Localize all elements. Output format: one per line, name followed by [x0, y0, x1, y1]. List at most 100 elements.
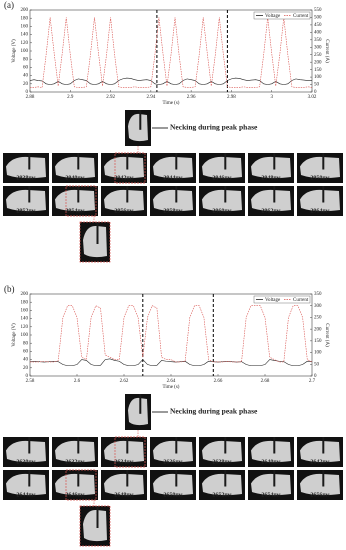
frame-label: 2944ms	[163, 175, 183, 181]
y-axis-title: Voltage (V)	[12, 39, 17, 63]
y2-tick-label: 400	[314, 31, 322, 36]
frame-image-pool	[104, 156, 144, 179]
frame-image-pool	[202, 189, 242, 212]
y2-tick-label: 350	[314, 292, 322, 297]
frame-image-pool	[300, 189, 340, 212]
frame-image-pool	[202, 156, 242, 179]
y-tick-label: 60	[23, 66, 29, 71]
y2-tick-label: 0	[314, 90, 317, 95]
y-tick-label: 120	[21, 41, 29, 46]
frame-image-wire	[175, 153, 178, 170]
frame-image-wire	[77, 437, 80, 454]
frame-label: 2952ms	[16, 208, 36, 214]
highlight-box	[114, 436, 146, 468]
frame-label: 2632ms	[65, 459, 85, 465]
x-axis-title: Time (s)	[163, 101, 180, 106]
series-line	[30, 17, 313, 88]
frame-image-pool	[6, 189, 46, 212]
y-tick-label: 180	[21, 16, 29, 21]
y-tick-label: 160	[21, 25, 29, 30]
zoom-image-pool	[128, 113, 148, 142]
frame-image-wire	[28, 153, 31, 170]
frame-image-wire	[175, 437, 178, 454]
x-tick-label: 2.92	[106, 95, 115, 100]
frame-image-wire	[126, 470, 129, 487]
highlight-box	[114, 152, 146, 184]
y2-tick-label: 450	[314, 23, 322, 28]
frame-image-wire	[28, 470, 31, 487]
legend-label: Current	[293, 298, 309, 303]
frame-image-pool	[251, 440, 291, 463]
x-tick-label: 2.62	[120, 379, 129, 384]
x-tick-label: 3	[270, 95, 273, 100]
frame-image-pool	[153, 189, 193, 212]
y-tick-label: 200	[21, 292, 29, 297]
y-tick-label: 200	[21, 8, 29, 13]
frame-image-pool	[251, 189, 291, 212]
x-tick-label: 2.58	[26, 379, 35, 384]
y-tick-label: 140	[21, 317, 29, 322]
frame-image-pool	[104, 473, 144, 496]
frame-label: 2954ms	[65, 208, 85, 214]
frame-image-wire	[273, 186, 276, 203]
y-tick-label: 140	[21, 33, 29, 38]
y-tick-label: 0	[26, 374, 29, 379]
x-tick-label: 2.6	[74, 379, 81, 384]
highlight-box	[65, 185, 97, 217]
legend-label: Current	[293, 14, 309, 19]
x-tick-label: 2.64	[167, 379, 176, 384]
frame-image-pool	[153, 473, 193, 496]
x-tick-label: 2.96	[187, 95, 196, 100]
y2-tick-label: 300	[314, 45, 322, 50]
zoom-image-pool	[83, 225, 107, 258]
y-tick-label: 100	[21, 49, 29, 54]
frame-label: 2940ms	[65, 175, 85, 181]
panel-label: (b)	[4, 284, 15, 294]
annotation: Necking during peak phase	[170, 407, 258, 416]
frame-image-pool	[55, 189, 95, 212]
zoom-image-pool	[128, 397, 148, 426]
legend-box	[253, 11, 311, 20]
y-tick-label: 180	[21, 300, 29, 305]
x-tick-label: 2.98	[227, 95, 236, 100]
y2-tick-label: 350	[314, 38, 322, 43]
frame-label: 2648ms	[114, 492, 134, 498]
frame-image-wire	[77, 470, 80, 487]
plot-frame	[29, 293, 313, 377]
frame-image-wire	[28, 437, 31, 454]
frame-image-wire	[224, 470, 227, 487]
frame-image-pool	[251, 473, 291, 496]
frame-label: 2962ms	[261, 208, 281, 214]
y2-tick-label: 50	[314, 362, 320, 367]
frame-label: 2640ms	[261, 459, 281, 465]
y-tick-label: 40	[23, 74, 29, 79]
frame-image-wire	[224, 437, 227, 454]
frame-image-pool	[251, 156, 291, 179]
series-line	[29, 77, 312, 85]
frame-image-pool	[104, 189, 144, 212]
frame-image-wire	[322, 153, 325, 170]
annotation: Necking during peak phase	[170, 123, 258, 132]
y-tick-label: 40	[23, 358, 29, 363]
frame-label: 2646ms	[65, 492, 85, 498]
zoom-image-wire	[139, 110, 142, 130]
frame-image-wire	[273, 470, 276, 487]
frame-image-wire	[322, 437, 325, 454]
frame-image-wire	[126, 186, 129, 203]
frame-label: 2654ms	[261, 492, 281, 498]
x-tick-label: 2.9	[67, 95, 74, 100]
frame-label: 2652ms	[212, 492, 232, 498]
zoom-image-wire	[96, 506, 99, 528]
y-tick-label: 20	[23, 366, 29, 371]
y-tick-label: 0	[26, 90, 29, 95]
frame-image-wire	[224, 186, 227, 203]
frame-label: 2634ms	[114, 459, 134, 465]
frame-image-pool	[55, 156, 95, 179]
zoom-border	[79, 221, 111, 263]
x-tick-label: 2.7	[309, 379, 316, 384]
y2-axis-title: Current (A)	[324, 323, 329, 347]
frame-label: 2960ms	[212, 208, 232, 214]
legend-label: Voltage	[265, 14, 281, 19]
x-tick-label: 2.94	[146, 95, 155, 100]
zoom-image-pool	[83, 509, 107, 542]
